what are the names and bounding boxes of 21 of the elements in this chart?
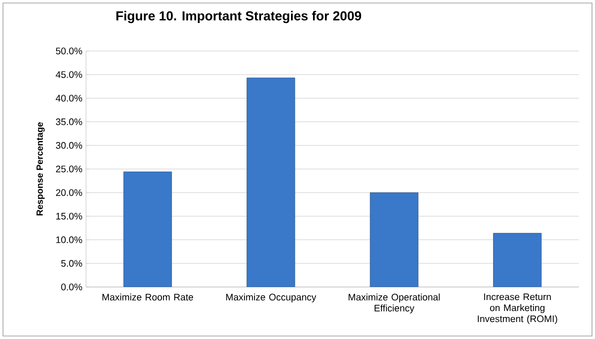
x-tick-label: Maximize Operational Efficiency: [348, 294, 440, 314]
bar: [370, 192, 418, 287]
bar: [123, 172, 172, 287]
y-tick-label: 45.0%: [56, 71, 82, 78]
x-tick-label: Maximize Room Rate: [102, 294, 194, 300]
bar: [493, 232, 542, 287]
y-tick-label: 40.0%: [56, 94, 82, 102]
chart-title: Figure 10. Important Strategies for 2009: [116, 10, 362, 24]
x-tick-label: Increase Return on Marketing Investment (ROMI): [478, 294, 558, 324]
y-tick-label: 0.0%: [61, 284, 82, 290]
y-tick-label: 15.0%: [56, 212, 82, 220]
x-tick-label: Maximize Occupancy: [226, 294, 316, 302]
y-axis-title: Response Percentage: [36, 122, 45, 216]
y-tick-label: 20.0%: [56, 189, 82, 196]
y-tick-label: 25.0%: [56, 166, 82, 172]
bar: [246, 78, 296, 287]
y-tick-label: 10.0%: [56, 236, 82, 244]
y-tick-label: 30.0%: [56, 142, 82, 149]
y-tick-label: 5.0%: [61, 260, 82, 267]
y-tick-label: 50.0%: [56, 48, 82, 54]
y-tick-label: 35.0%: [56, 118, 82, 126]
